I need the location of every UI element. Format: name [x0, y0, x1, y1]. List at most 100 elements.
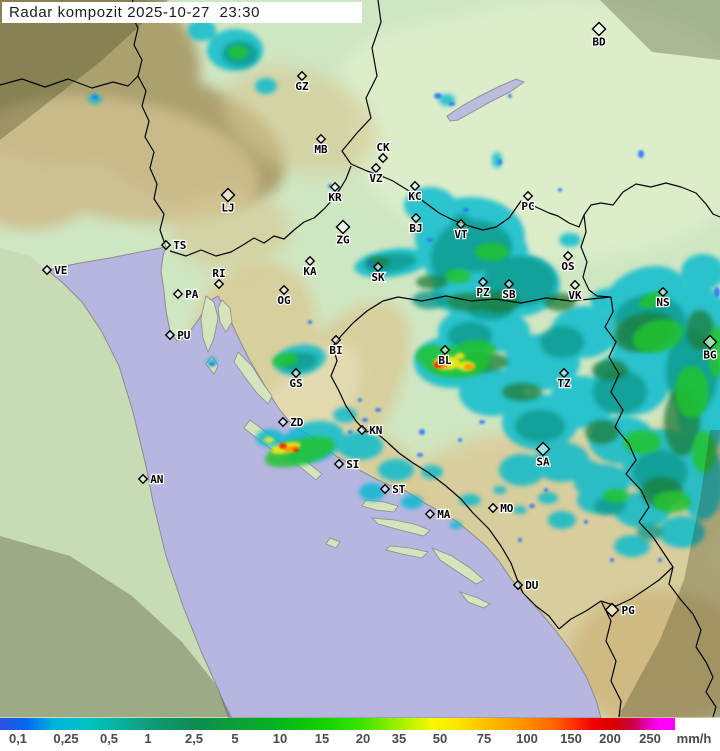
city-marker-DU [512, 579, 524, 591]
city-label-PC: PC [521, 200, 534, 213]
city-label-KR: KR [328, 191, 342, 204]
city-marker-GS [290, 367, 302, 379]
colorbar-tick-100: 100 [516, 731, 538, 746]
city-label-BL: BL [438, 354, 452, 367]
city-marker-AN [137, 473, 149, 485]
city-label-ZD: ZD [290, 416, 304, 429]
coverage-mask-3 [0, 536, 232, 717]
city-label-BJ: BJ [409, 222, 422, 235]
city-marker-SB [503, 278, 515, 290]
city-marker-OS [562, 250, 574, 262]
island-10 [325, 537, 341, 549]
country-border-7 [580, 214, 612, 298]
city-marker-SA [535, 441, 551, 457]
city-marker-BL [439, 344, 451, 356]
city-marker-RI [213, 278, 225, 290]
city-label-GZ: GZ [295, 80, 309, 93]
city-label-KA: KA [303, 265, 317, 278]
city-label-MB: MB [314, 143, 328, 156]
radar-echo-layer-6 [279, 362, 442, 452]
city-marker-KC [409, 180, 421, 192]
country-border-3 [169, 165, 352, 257]
country-border-9 [600, 600, 622, 718]
colorbar-tick-75: 75 [476, 731, 492, 746]
city-label-PG: PG [622, 604, 636, 617]
colorbar-tick-15: 15 [314, 731, 330, 746]
terrain-layer-1 [0, 96, 259, 230]
country-border-2 [0, 75, 139, 89]
city-marker-KR [329, 181, 341, 193]
radar-map-area: BD GZ MB CK VZ KR KC LJ PC BJ VT ZG TS OS KA SK VE RI PZ SB… [0, 0, 720, 718]
city-marker-GZ [296, 70, 308, 82]
island-8 [385, 545, 429, 559]
colorbar-labels: 0,1 0,25 0,5 1 2,5 5 10 15 20 35 50 75 100 150 200 250 m… [0, 731, 720, 751]
city-label-AN: AN [150, 473, 163, 486]
colorbar-tick-20: 20 [355, 731, 371, 746]
lake-balaton [446, 78, 526, 122]
city-marker-MO [487, 502, 499, 514]
island-2 [233, 351, 273, 405]
country-border-1 [129, 0, 167, 248]
city-label-KN: KN [369, 424, 382, 437]
coverage-mask-1 [600, 0, 720, 60]
city-marker-SK [372, 261, 384, 273]
city-marker-MA [424, 508, 436, 520]
city-label-SI: SI [346, 458, 359, 471]
city-marker-BJ [410, 212, 422, 224]
city-label-PA: PA [185, 288, 199, 301]
city-label-GS: GS [289, 377, 302, 390]
city-label-BG: BG [703, 349, 717, 362]
colorbar-tick-35: 35 [391, 731, 407, 746]
city-marker-PC [522, 190, 534, 202]
city-label-OS: OS [561, 260, 574, 273]
coverage-mask-2 [618, 430, 720, 717]
colorbar-tick-10: 10 [272, 731, 288, 746]
city-label-BI: BI [329, 344, 342, 357]
city-marker-PG [604, 602, 620, 618]
city-label-DU: DU [525, 579, 539, 592]
island-0 [200, 295, 219, 354]
island-11 [458, 591, 491, 609]
colorbar-tick-1: 1 [144, 731, 152, 746]
city-label-BD: BD [592, 36, 606, 49]
city-label-VT: VT [454, 228, 468, 241]
city-label-ZG: ZG [336, 234, 350, 247]
city-label-SA: SA [536, 456, 550, 469]
radar-echo-layer-7 [92, 93, 720, 562]
colorbar-tick-0,25: 0,25 [53, 731, 79, 746]
city-marker-ST [379, 483, 391, 495]
colorbar-tick-2,5: 2,5 [184, 731, 204, 746]
island-9 [430, 547, 485, 585]
colorbar-tick-250: 250 [639, 731, 661, 746]
city-label-MO: MO [500, 502, 514, 515]
city-marker-PU [164, 329, 176, 341]
country-border-8 [558, 566, 674, 630]
city-label-NS: NS [656, 296, 669, 309]
city-marker-NS [657, 286, 669, 298]
country-border-0 [341, 0, 720, 231]
city-marker-PZ [477, 276, 489, 288]
city-label-VE: VE [54, 264, 67, 277]
colorbar-tick-5: 5 [231, 731, 239, 746]
italy-landmass [0, 248, 229, 718]
city-label-KC: KC [408, 190, 421, 203]
colorbar-tick-0,5: 0,5 [99, 731, 119, 746]
city-marker-BI [330, 334, 342, 346]
city-label-TS: TS [173, 239, 186, 252]
city-label-TZ: TZ [557, 377, 571, 390]
radar-map: BD GZ MB CK VZ KR KC LJ PC BJ VT ZG TS OS KA SK VE RI PZ SB… [0, 0, 720, 718]
city-marker-TZ [558, 367, 570, 379]
city-label-SB: SB [502, 288, 516, 301]
island-7 [370, 517, 431, 537]
colorbar-tick-0,1: 0,1 [8, 731, 28, 746]
city-label-ST: ST [392, 483, 406, 496]
coverage-mask-0 [0, 0, 168, 140]
city-label-PU: PU [177, 329, 191, 342]
colorbar-tick-150: 150 [560, 731, 582, 746]
city-marker-ZD [277, 416, 289, 428]
city-marker-BG [702, 334, 718, 350]
terrain-layer-7 [570, 590, 720, 718]
city-marker-SI [333, 458, 345, 470]
city-label-PZ: PZ [476, 286, 490, 299]
city-marker-TS [160, 239, 172, 251]
